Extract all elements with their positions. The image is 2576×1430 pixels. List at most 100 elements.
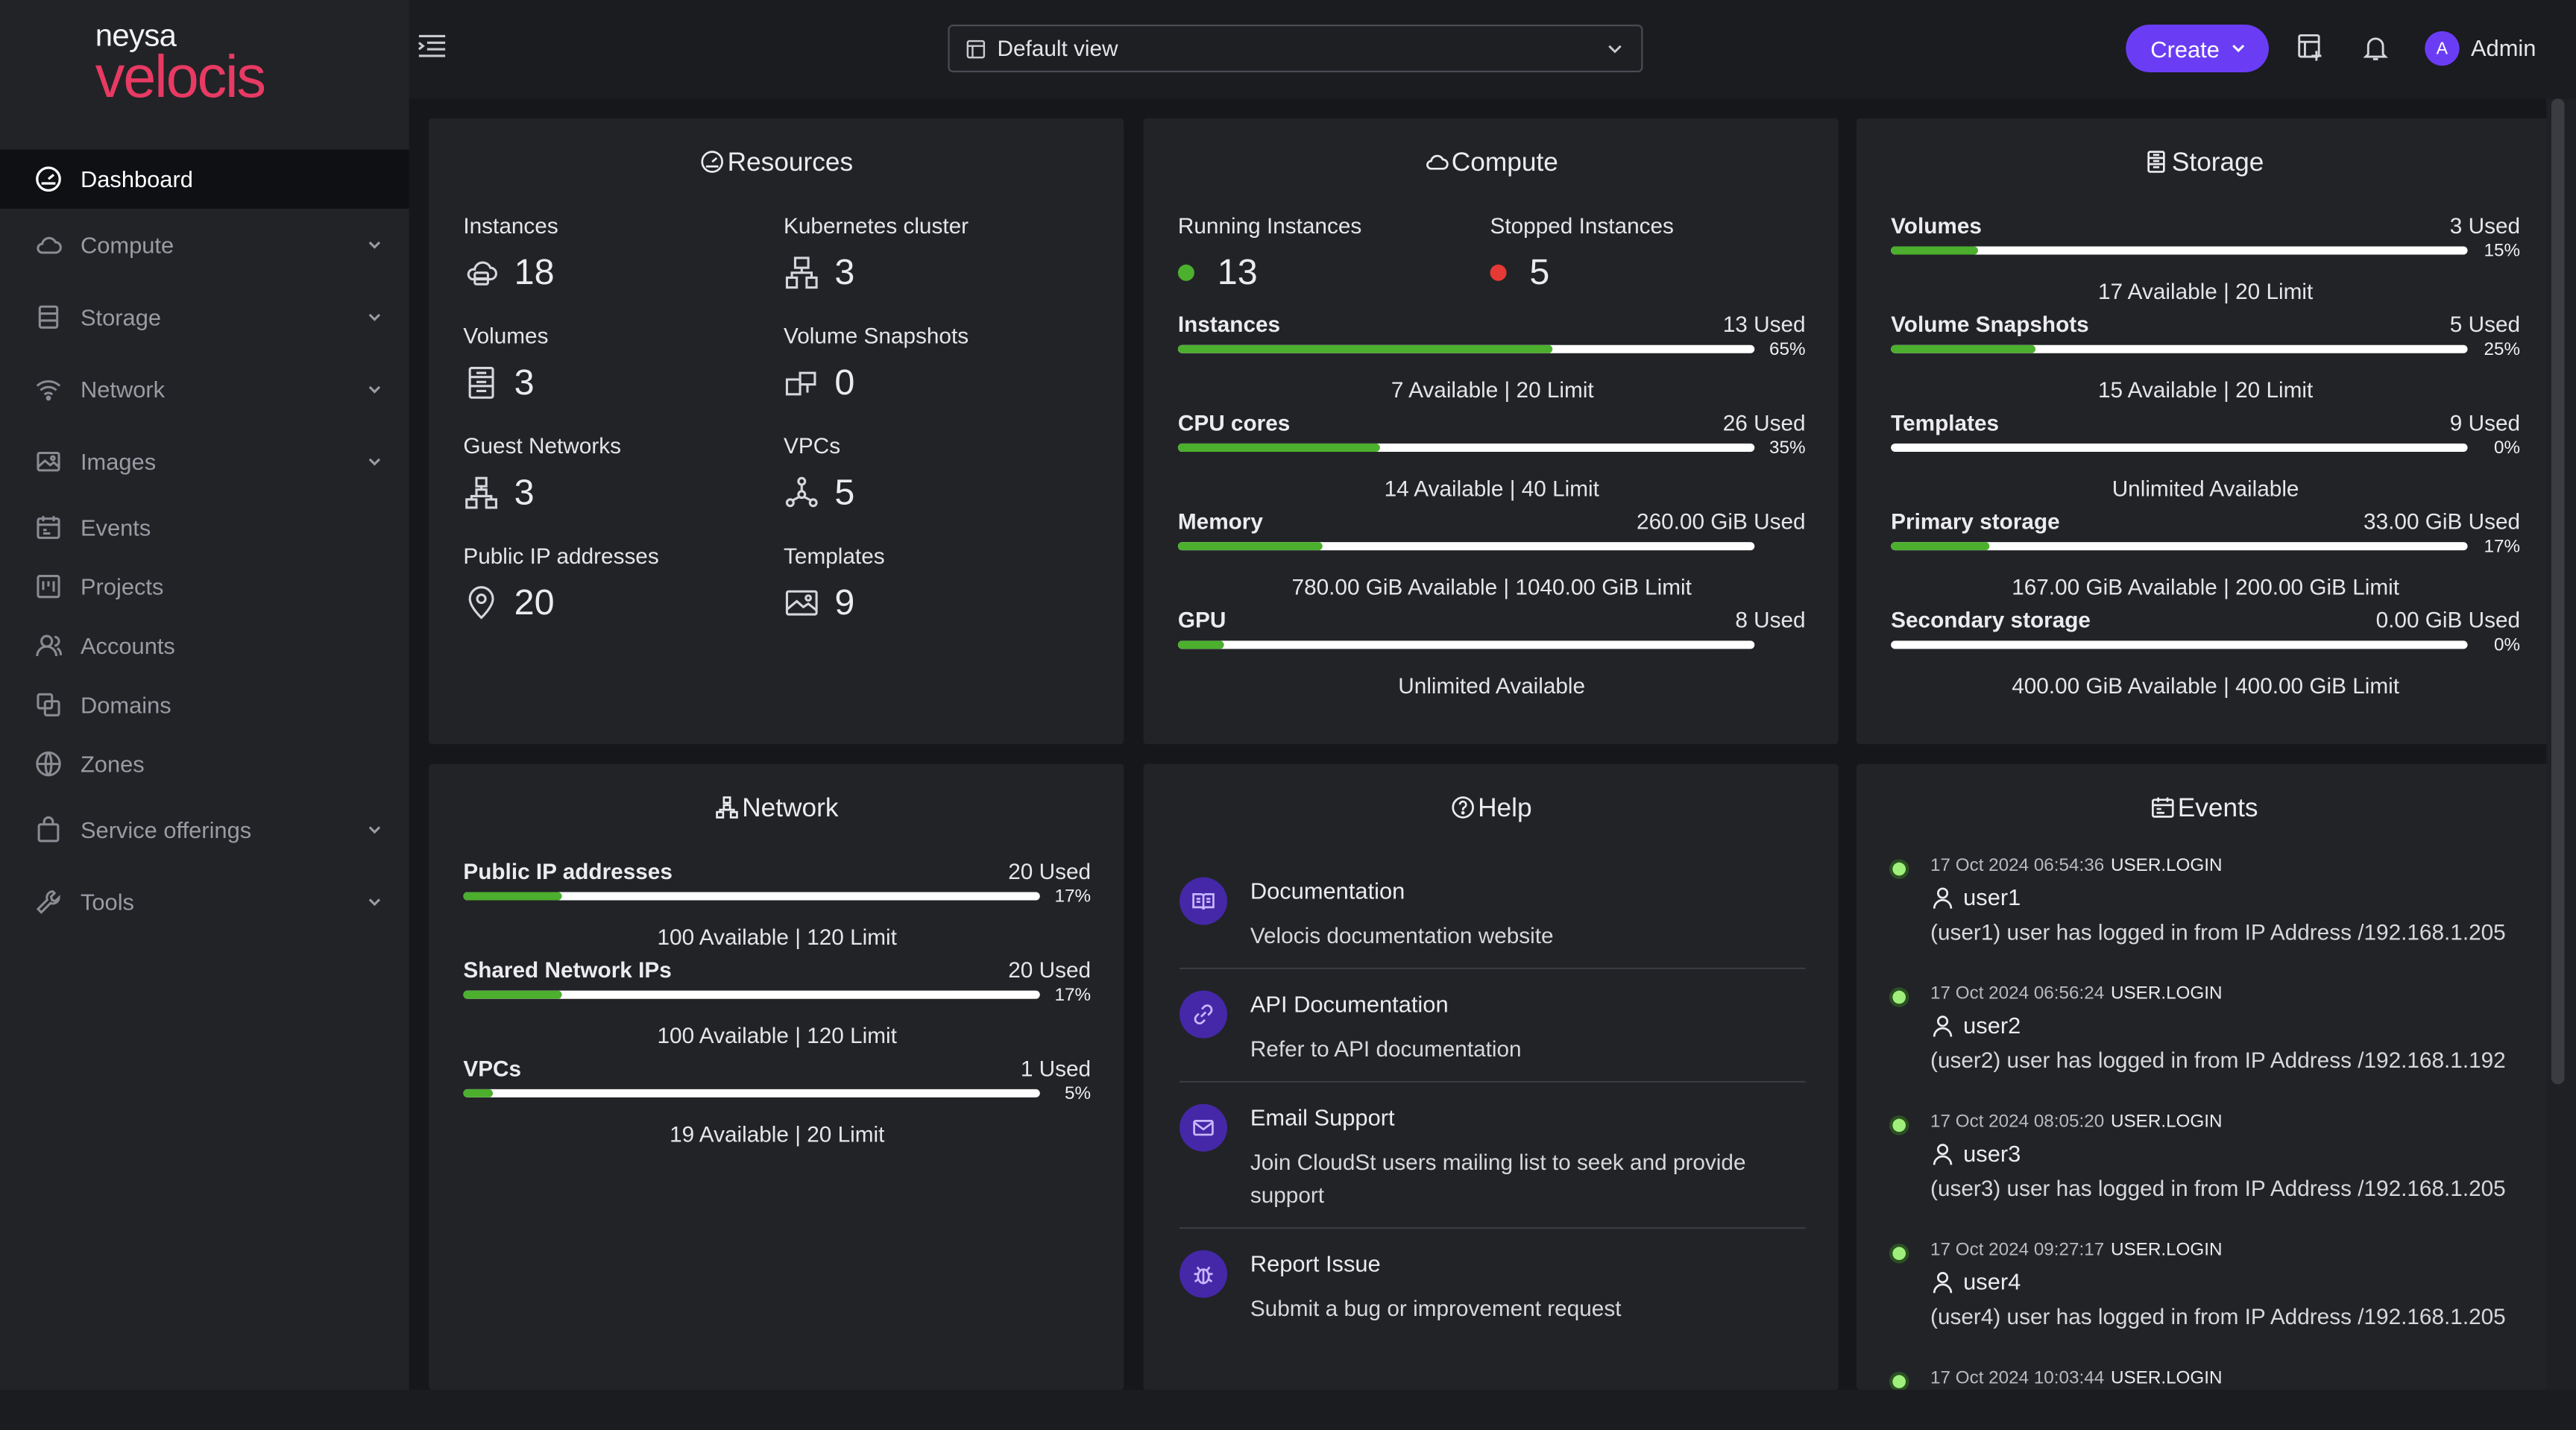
scrollbar-thumb[interactable] (2551, 98, 2565, 1085)
network-title: Network (429, 795, 1124, 825)
sidebar-item-label: Service offerings (80, 816, 252, 843)
resource-label: Public IP addresses (463, 544, 659, 569)
meter-used: 9 Used (2449, 410, 2521, 435)
resource-value: 9 (834, 582, 855, 623)
event-timestamp: 17 Oct 2024 06:54:36 (1930, 855, 2105, 876)
avatar[interactable]: A (2425, 31, 2460, 66)
resource-label: Instances (463, 213, 558, 239)
help-icon-bg (1180, 877, 1227, 925)
create-button[interactable]: Create (2126, 25, 2269, 72)
running-status-dot (1177, 264, 1194, 281)
meter-bar (1891, 246, 2468, 255)
event-type: USER.LOGIN (2111, 1240, 2223, 1261)
running-instances[interactable]: Running Instances 13 (1177, 213, 1361, 294)
resource-label: Kubernetes cluster (784, 213, 969, 239)
storage-meter-primary-storage: Primary storage 33.00 GiB Used 17% 167.0… (1891, 509, 2521, 599)
add-dashboard-icon[interactable] (2296, 33, 2326, 63)
meter-used: 20 Used (1008, 859, 1092, 884)
chevron-down-icon (368, 826, 381, 834)
event-item[interactable]: 17 Oct 2024 08:05:20 USER.LOGIN user3 (us… (1892, 1112, 2533, 1218)
view-select[interactable]: Default view (948, 25, 1643, 72)
meter-used: 26 Used (1722, 410, 1806, 435)
resource-value: 3 (514, 471, 535, 513)
resource-value: 20 (514, 582, 555, 623)
bell-icon[interactable] (2361, 33, 2390, 63)
event-item[interactable]: 17 Oct 2024 09:27:17 USER.LOGIN user4 (us… (1892, 1241, 2533, 1346)
running-instances-value: 13 (1217, 251, 1258, 293)
stopped-instances[interactable]: Stopped Instances 5 (1490, 213, 1674, 294)
event-item[interactable]: 17 Oct 2024 10:03:44 USER.LOGIN (1892, 1368, 2533, 1390)
meter-bar (1891, 344, 2468, 353)
meter-percent: 65% (1769, 340, 1806, 360)
meter-used: 8 Used (1735, 608, 1806, 633)
meter-name: Instances (1177, 312, 1281, 337)
resource-public-ip-addresses[interactable]: Public IP addresses 20 (463, 544, 658, 624)
resource-kubernetes-cluster[interactable]: Kubernetes cluster 3 (784, 213, 969, 294)
event-item[interactable]: 17 Oct 2024 06:56:24 USER.LOGIN user2 (us… (1892, 984, 2533, 1089)
user-name[interactable]: Admin (2470, 34, 2536, 61)
bug-icon (1194, 1266, 1213, 1285)
meter-fill (463, 990, 561, 999)
cloud-icon (37, 236, 62, 254)
help-item-documentation[interactable]: Documentation Velocis documentation webs… (1180, 877, 1806, 968)
sidebar-item-projects[interactable]: Projects (0, 557, 409, 616)
stopped-instances-value: 5 (1529, 251, 1550, 293)
meter-fill (1891, 246, 1978, 255)
event-time: 17 Oct 2024 06:56:24 USER.LOGIN (1930, 984, 2222, 1004)
resource-vpcs[interactable]: VPCs 5 (784, 434, 854, 514)
resource-volume-snapshots[interactable]: Volume Snapshots 0 (784, 324, 969, 404)
meter-name: Primary storage (1891, 509, 2060, 535)
events-title: Events (1857, 795, 2551, 825)
sidebar-item-storage[interactable]: Storage (0, 288, 409, 347)
meter-name: GPU (1177, 608, 1226, 633)
meter-used: 33.00 GiB Used (2364, 509, 2521, 535)
event-type: USER.LOGIN (2111, 1368, 2223, 1388)
meter-name: Templates (1891, 410, 2000, 435)
menu-collapse-icon[interactable] (418, 31, 447, 61)
sidebar-item-compute[interactable]: Compute (0, 215, 409, 274)
help-item-title: Email Support (1250, 1103, 1395, 1130)
snapshot-icon (785, 371, 816, 396)
divider (1180, 1080, 1806, 1083)
meter-available: 100 Available | 120 Limit (657, 925, 897, 950)
meter-bar (463, 990, 1040, 999)
resource-value: 0 (834, 361, 855, 403)
chevron-down-icon (368, 458, 381, 466)
resource-volumes[interactable]: Volumes 3 (463, 324, 548, 404)
storage-card: Storage Volumes 3 Used 15% 17 Available … (1856, 118, 2551, 745)
chevron-down-icon (368, 313, 381, 321)
sidebar-item-network[interactable]: Network (0, 360, 409, 419)
event-item[interactable]: 17 Oct 2024 06:54:36 USER.LOGIN user1 (us… (1892, 856, 2533, 961)
help-icon-bg (1180, 1103, 1227, 1152)
meter-used: 20 Used (1008, 957, 1092, 983)
network-meter-vpcs: VPCs 1 Used 5% 19 Available | 20 Limit (463, 1056, 1091, 1147)
globe-icon (36, 751, 61, 777)
meter-fill (1177, 542, 1323, 551)
sidebar-item-dashboard[interactable]: Dashboard (0, 149, 409, 209)
event-timestamp: 17 Oct 2024 10:03:44 (1930, 1368, 2105, 1388)
event-dot (1892, 1375, 1906, 1388)
meter-available: 100 Available | 120 Limit (657, 1023, 897, 1048)
help-item-email-support[interactable]: Email Support Join CloudSt users mailing… (1180, 1103, 1806, 1227)
meter-available: 14 Available | 40 Limit (1384, 476, 1599, 502)
sidebar-item-domains[interactable]: Domains (0, 675, 409, 734)
resource-guest-networks[interactable]: Guest Networks 3 (463, 434, 621, 514)
resource-value: 3 (514, 361, 535, 403)
sidebar-item-zones[interactable]: Zones (0, 734, 409, 793)
sidebar-item-images[interactable]: Images (0, 432, 409, 491)
stopped-status-dot (1490, 264, 1507, 281)
help-item-report-issue[interactable]: Report Issue Submit a bug or improvement… (1180, 1250, 1806, 1341)
brand-logo[interactable]: neysa velocis (95, 19, 266, 106)
resource-instances[interactable]: Instances 18 (463, 213, 558, 294)
meter-bar (1177, 443, 1755, 452)
sidebar-item-tools[interactable]: Tools (0, 872, 409, 931)
resource-label: Volumes (463, 324, 549, 349)
event-type: USER.LOGIN (2111, 855, 2223, 876)
sidebar-item-service-offerings[interactable]: Service offerings (0, 800, 409, 859)
meter-bar (1177, 640, 1755, 649)
sidebar-item-events[interactable]: Events (0, 498, 409, 557)
help-item-api-documentation[interactable]: API Documentation Refer to API documenta… (1180, 990, 1806, 1081)
event-message: (user3) user has logged in from IP Addre… (1930, 1176, 2506, 1201)
sidebar-item-accounts[interactable]: Accounts (0, 616, 409, 675)
resource-templates[interactable]: Templates 9 (784, 544, 885, 624)
